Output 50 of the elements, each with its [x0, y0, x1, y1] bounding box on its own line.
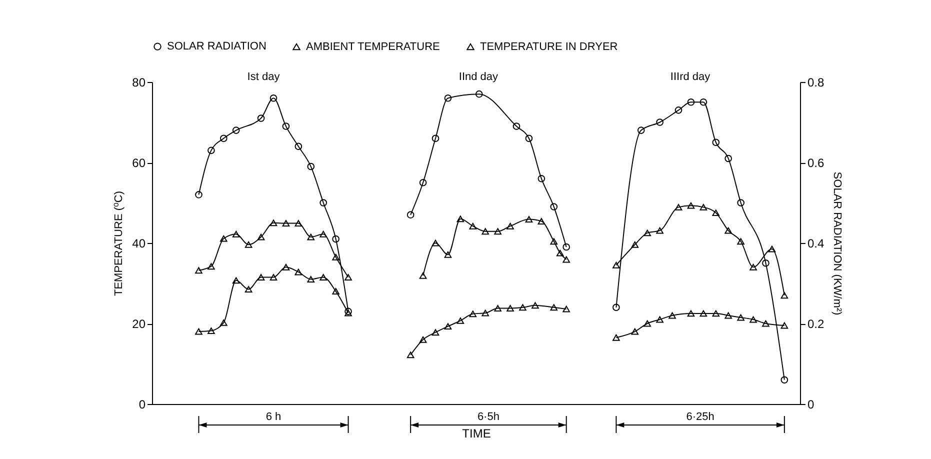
text: 6·25h — [686, 411, 714, 423]
text: 6·5h — [477, 411, 500, 423]
point — [780, 376, 788, 384]
point — [344, 310, 352, 316]
y2-axis-title: SOLAR RADIATION (KW/m²) — [831, 172, 844, 316]
y2-tick-label: 0.4 — [808, 236, 825, 250]
point — [712, 210, 720, 216]
y2-tick-label: 0.2 — [808, 317, 825, 331]
y-tick-label: 40 — [132, 236, 146, 250]
point — [687, 202, 695, 209]
point — [737, 238, 744, 245]
legend-label: TEMPERATURE IN DRYER — [480, 40, 618, 53]
y-axis-title: TEMPERATURE (⁰C) — [113, 190, 126, 296]
legend-label: AMBIENT TEMPERATURE — [306, 40, 440, 53]
y2-tick-label: 0.6 — [808, 156, 825, 170]
point — [724, 154, 732, 162]
point — [208, 328, 215, 334]
y-tick-label: 0 — [138, 398, 146, 412]
point — [612, 262, 620, 268]
point — [700, 204, 708, 210]
point — [780, 292, 788, 299]
y-tick-label: 20 — [132, 317, 146, 331]
y2-tick-label: 0 — [808, 398, 814, 412]
annotation: Ist day — [247, 71, 280, 83]
point — [674, 106, 682, 114]
point — [674, 204, 682, 210]
annotation: IIIrd day — [670, 71, 711, 83]
text: 6 h — [266, 411, 282, 423]
y-tick-label: 80 — [132, 76, 146, 90]
point — [737, 199, 744, 206]
point — [700, 98, 708, 106]
point — [656, 227, 664, 234]
point — [656, 118, 664, 126]
y2-tick-label: 0.8 — [808, 76, 825, 90]
point — [724, 227, 732, 234]
point — [195, 328, 202, 335]
x-axis-title: TIME — [462, 426, 491, 440]
point — [220, 319, 228, 326]
annotation: IInd day — [458, 71, 499, 83]
point — [631, 241, 639, 248]
point — [612, 304, 620, 312]
point — [687, 98, 695, 106]
point — [762, 259, 770, 267]
point — [712, 138, 720, 146]
y-tick-label: 60 — [132, 156, 146, 170]
point — [750, 264, 757, 270]
legend-label: SOLAR RADIATION — [167, 40, 266, 53]
point — [644, 230, 652, 236]
point — [768, 246, 776, 252]
point — [637, 126, 645, 134]
